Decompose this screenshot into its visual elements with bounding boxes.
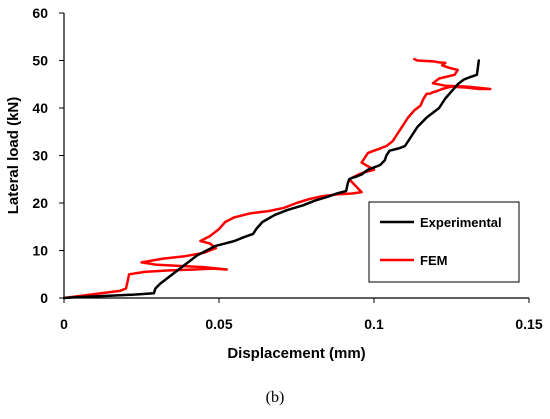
x-ticks: 0 0.05 0.1 0.15 [60, 298, 543, 332]
y-tick-label: 40 [32, 100, 48, 116]
legend-label-experimental: Experimental [420, 215, 502, 230]
y-ticks: 0 10 20 30 40 50 60 [32, 5, 64, 306]
y-tick-label: 0 [40, 290, 48, 306]
x-tick-label: 0.1 [364, 316, 384, 332]
y-tick-label: 50 [32, 53, 48, 69]
legend-label-fem: FEM [420, 253, 447, 268]
figure-caption: (b) [265, 389, 285, 406]
x-tick-label: 0.15 [515, 316, 542, 332]
x-axis-label: Displacement (mm) [227, 345, 365, 362]
series-line-experimental [62, 59, 481, 300]
plot-lines [62, 57, 492, 300]
y-tick-label: 60 [32, 5, 48, 21]
y-tick-label: 20 [32, 195, 48, 211]
x-tick-label: 0.05 [205, 316, 232, 332]
y-tick-label: 30 [32, 148, 48, 164]
legend: Experimental FEM [368, 201, 520, 283]
y-tick-label: 10 [32, 243, 48, 259]
x-tick-label: 0 [60, 316, 68, 332]
legend-box [368, 201, 520, 283]
y-axis-label: Lateral load (kN) [5, 97, 22, 215]
